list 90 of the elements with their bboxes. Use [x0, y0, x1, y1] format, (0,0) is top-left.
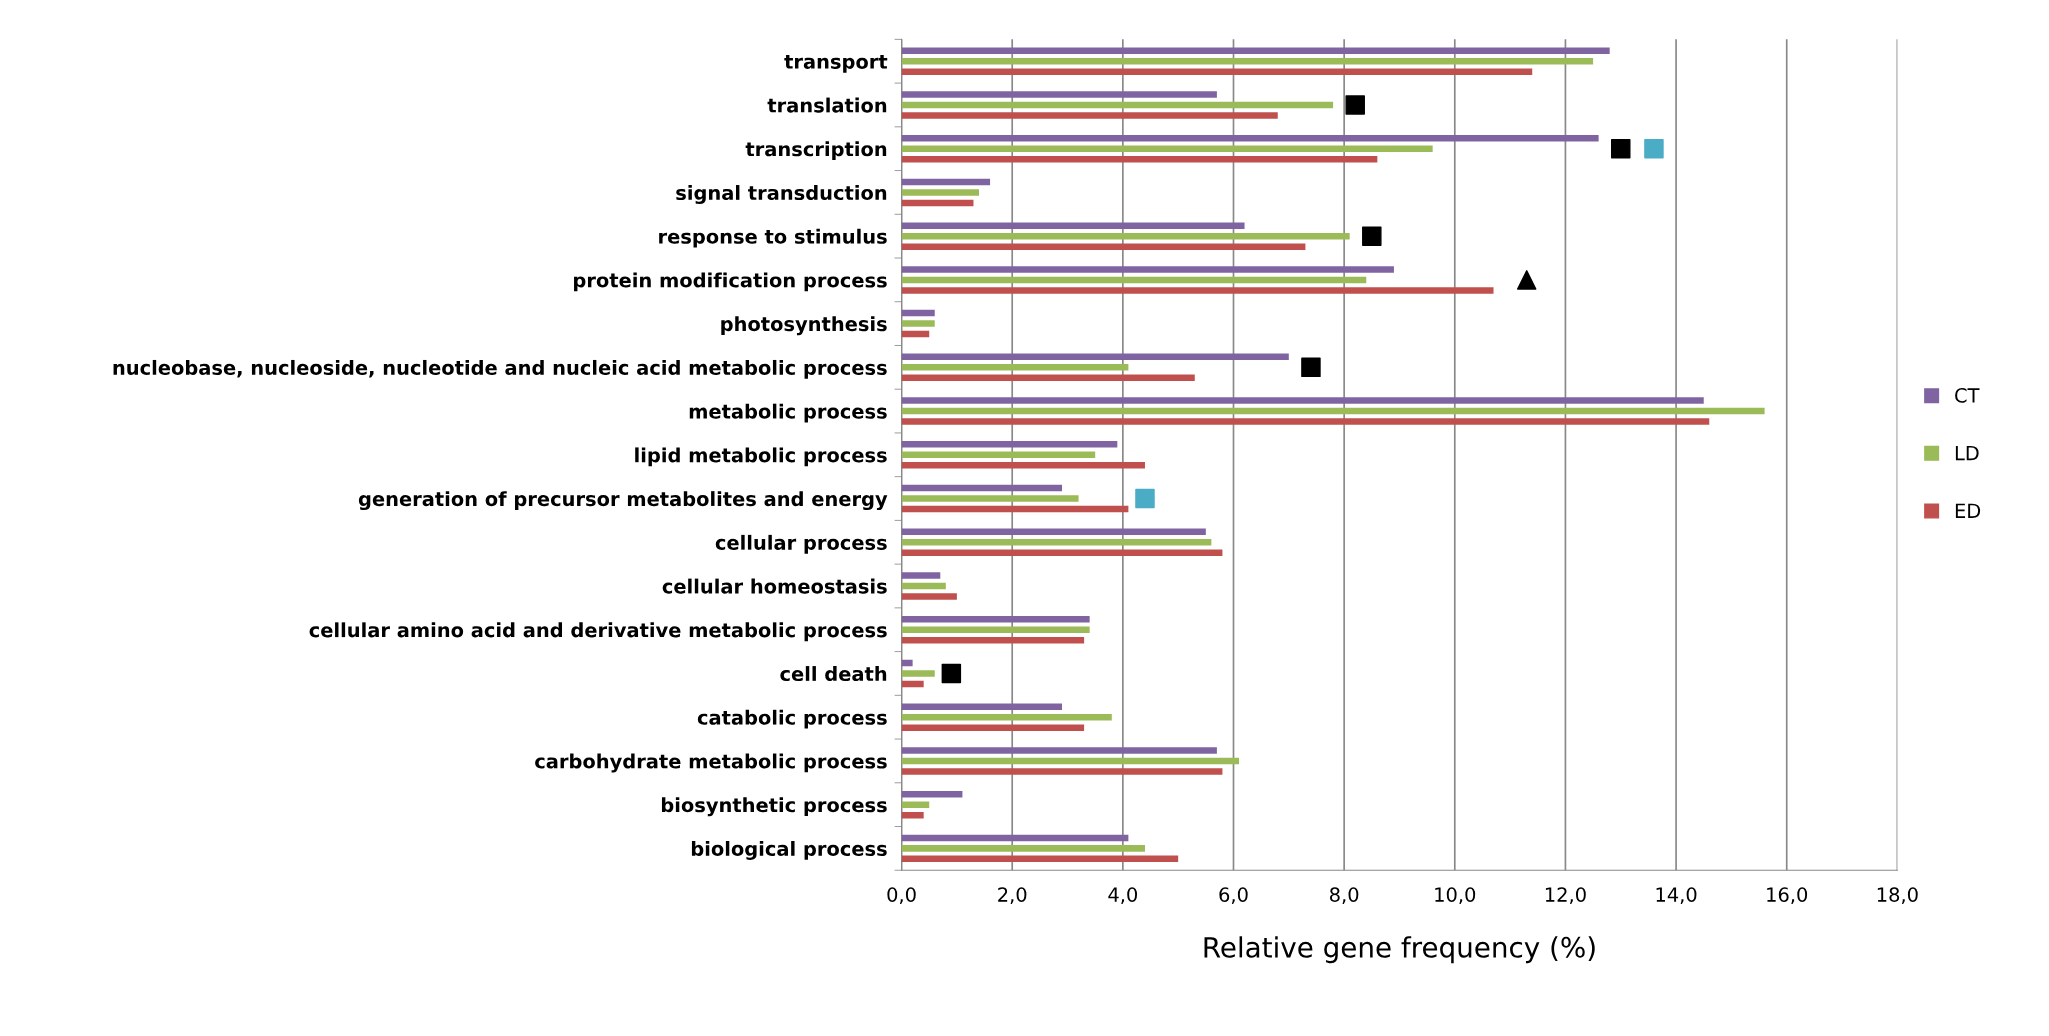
bar [901, 593, 957, 600]
y-tick-label: biological process [691, 840, 887, 860]
y-tick-label: response to stimulus [659, 228, 887, 248]
bar [901, 845, 1145, 852]
legend-label: LD [1955, 445, 1979, 461]
bar [901, 199, 974, 207]
bar [901, 243, 1306, 250]
x-tick-label: 12,0 [1545, 887, 1586, 904]
bar [901, 549, 1223, 557]
bar [901, 407, 1765, 415]
bar [901, 418, 1710, 425]
bar [901, 189, 980, 196]
x-tick-label: 0,0 [887, 887, 916, 904]
bar [901, 353, 1289, 361]
y-tick-label: signal transduction [676, 185, 887, 205]
bar [901, 615, 1090, 623]
y-tick-label: carbohydrate metabolic process [535, 753, 887, 773]
bar [901, 572, 941, 579]
bar [901, 505, 1129, 513]
bar [901, 703, 1062, 710]
legend-label: ED [1955, 503, 1981, 518]
bar [901, 134, 1599, 142]
x-tick-label: 4,0 [1108, 887, 1138, 904]
bar [901, 757, 1240, 765]
bar [901, 834, 1129, 842]
bar [901, 811, 924, 819]
bar [901, 68, 1533, 75]
y-tick-label: catabolic process [697, 709, 887, 729]
bar [901, 364, 1129, 371]
bar [901, 713, 1112, 721]
y-tick-label: transport [784, 54, 888, 73]
bar [901, 155, 1378, 163]
bar [901, 112, 1278, 119]
bar [901, 680, 924, 688]
bar [901, 397, 1704, 404]
y-tick-label: translation [767, 97, 887, 113]
y-tick-label: cellular homeostasis [662, 578, 887, 594]
y-tick-label: cell death [780, 666, 887, 682]
bar [901, 801, 930, 808]
x-tick-label: 6,0 [1219, 887, 1248, 904]
bar [901, 659, 913, 667]
x-tick-label: 8,0 [1330, 887, 1359, 904]
bar [901, 91, 1217, 98]
x-tick-label: 2,0 [998, 887, 1027, 904]
bar [901, 287, 1494, 294]
y-tick-label: metabolic process [689, 403, 887, 423]
x-axis-title: Relative gene frequency (%) [1204, 936, 1595, 964]
bar [901, 790, 963, 798]
bar [901, 747, 1217, 754]
bar [901, 626, 1090, 633]
bar [901, 582, 946, 590]
y-tick-label: biosynthetic process [661, 797, 887, 817]
bar [901, 636, 1085, 644]
bar [901, 484, 1062, 492]
bar [901, 330, 930, 338]
y-tick-label: transcription [745, 141, 887, 161]
x-tick-label: 14,0 [1656, 887, 1697, 904]
bar [901, 724, 1085, 731]
bar [901, 309, 935, 317]
bar [901, 178, 991, 186]
bar [901, 232, 1350, 240]
y-tick-label: lipid metabolic process [635, 447, 887, 467]
x-tick-label: 10,0 [1435, 887, 1476, 904]
y-tick-label: protein modification process [574, 272, 887, 292]
bar [901, 57, 1594, 65]
x-tick-label: 18,0 [1877, 887, 1918, 904]
x-tick-label: 16,0 [1767, 887, 1808, 904]
bar [901, 101, 1334, 109]
bar [901, 670, 935, 677]
bar [901, 462, 1145, 469]
y-tick-label: generation of precursor metabolites and energy [358, 491, 888, 511]
bar [901, 276, 1367, 284]
bar [901, 222, 1245, 229]
bar [901, 266, 1394, 273]
bar [901, 539, 1212, 546]
bar [901, 145, 1433, 152]
y-tick-label: nucleobase, nucleoside, nucleotide and nucleic acid metabolic process [113, 359, 887, 379]
bar [901, 47, 1610, 54]
bar [901, 374, 1195, 382]
bar [901, 768, 1223, 775]
bar [901, 451, 1096, 459]
y-tick-label: cellular amino acid and derivative metabolic process [309, 622, 887, 642]
y-tick-label: cellular process [715, 534, 887, 554]
bar [901, 855, 1179, 863]
bar [901, 320, 935, 327]
bar [901, 441, 1118, 448]
bar [901, 528, 1206, 536]
y-tick-label: photosynthesis [721, 316, 887, 336]
bar [901, 495, 1079, 502]
legend-label: CT [1955, 388, 1980, 403]
